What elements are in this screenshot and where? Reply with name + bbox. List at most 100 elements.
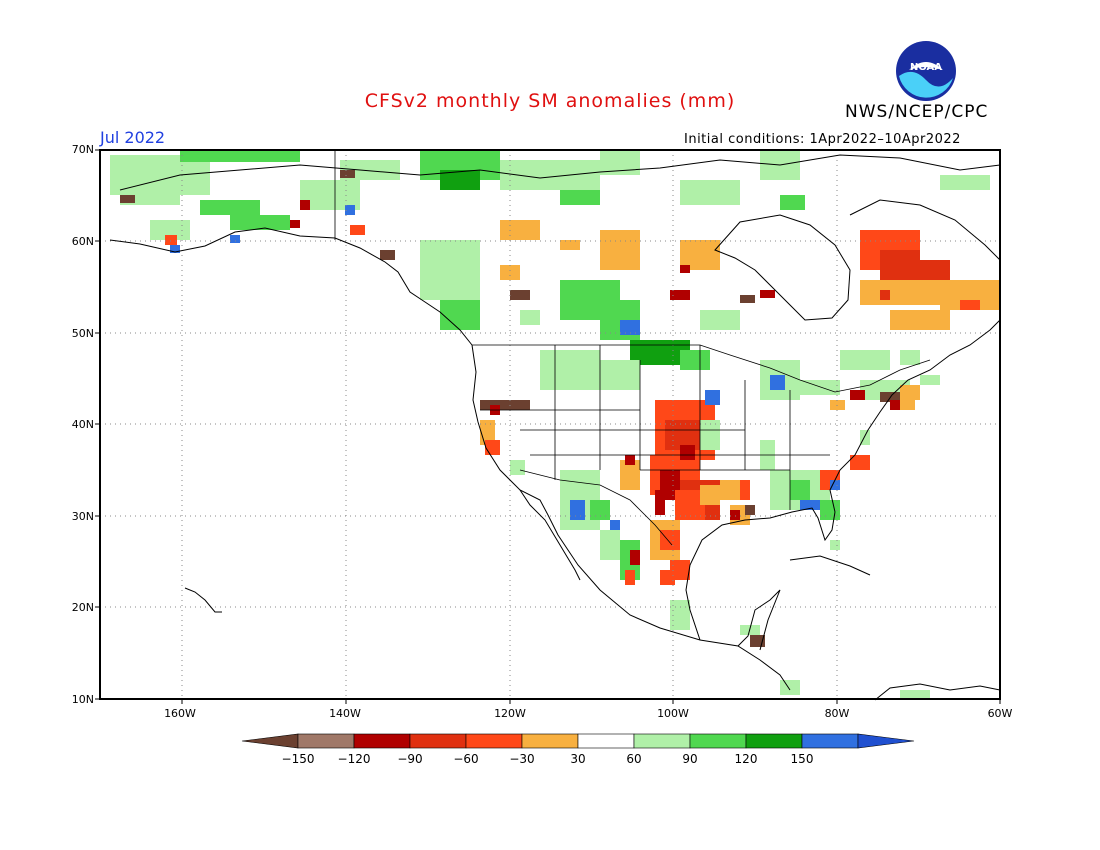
anomaly-cell (380, 250, 395, 260)
anomaly-cell (850, 390, 865, 400)
anomaly-cell (200, 200, 260, 215)
anomaly-cell (920, 260, 950, 280)
anomaly-cell (300, 200, 310, 210)
coastline-yucatan (737, 589, 781, 651)
colorbar-label: 120 (734, 752, 758, 766)
color-bar (241, 733, 915, 749)
anomaly-cell (840, 350, 890, 370)
anomaly-cell (230, 235, 240, 243)
anomaly-cell (740, 480, 750, 500)
anomaly-cell (345, 205, 355, 215)
colorbar-swatch (521, 733, 579, 749)
anomaly-cell (500, 265, 520, 280)
colorbar-right-arrow (857, 733, 915, 749)
colorbar-swatch (353, 733, 411, 749)
anomaly-cell (745, 505, 755, 515)
anomaly-cell (620, 460, 640, 490)
anomaly-cell (630, 550, 640, 565)
anomaly-cell (620, 320, 640, 335)
state-lines (480, 345, 830, 510)
anomaly-cell (655, 490, 665, 515)
colorbar-swatch (297, 733, 355, 749)
colorbar-swatch (745, 733, 803, 749)
anomaly-cell (290, 220, 300, 228)
lat-label-30n: 30N (71, 510, 94, 523)
anomaly-cell (940, 175, 990, 190)
coastline-hudson-bay (714, 214, 851, 321)
colorbar-swatch (633, 733, 691, 749)
lat-label-10n: 10N (71, 693, 94, 706)
colorbar-swatch (801, 733, 859, 749)
colorbar-label: −30 (509, 752, 535, 766)
colorbar-label: −150 (281, 752, 315, 766)
valid-month-label: Jul 2022 (100, 128, 166, 147)
colorbar-swatch (465, 733, 523, 749)
anomaly-cell (340, 170, 355, 178)
lon-label-60w: 60W (987, 707, 1013, 720)
lon-label-160w: 160W (164, 707, 196, 720)
noaa-logo-text: NOAA (910, 62, 942, 73)
anomaly-cell (590, 500, 610, 520)
colorbar-label: 90 (682, 752, 698, 766)
anomaly-cell (600, 230, 640, 270)
anomaly-cell (165, 235, 177, 245)
anomaly-cell (510, 290, 530, 300)
anomaly-cell (560, 190, 600, 205)
coastline-south-america (874, 683, 1001, 701)
anomaly-cell (740, 295, 755, 303)
agency-label: NWS/NCEP/CPC (845, 102, 989, 122)
anomaly-cell (480, 400, 530, 410)
anomaly-cell (900, 400, 915, 410)
coastline-baja (519, 489, 581, 581)
noaa-logo: NOAA (896, 41, 956, 101)
colorbar-swatch (689, 733, 747, 749)
anomaly-cell (350, 225, 365, 235)
anomaly-cell (890, 310, 950, 330)
anomaly-cell (680, 350, 710, 370)
anomaly-cell (770, 375, 785, 390)
anomaly-cell (560, 240, 580, 250)
anomaly-cell (830, 540, 840, 550)
anomaly-cell (720, 480, 740, 500)
anomaly-cell (600, 360, 640, 390)
colorbar-left-arrow (241, 733, 299, 749)
anomaly-cell (760, 290, 775, 298)
anomaly-cell (440, 300, 480, 330)
anomaly-cell (960, 300, 980, 310)
anomaly-cell (880, 250, 920, 280)
lon-label-140w: 140W (329, 707, 361, 720)
anomaly-cell (880, 290, 890, 300)
anomaly-cell (700, 485, 720, 505)
colorbar-label: −120 (337, 752, 371, 766)
anomaly-cell (860, 280, 940, 305)
map-title: CFSv2 monthly SM anomalies (mm) (364, 90, 736, 112)
colorbar-label: 60 (626, 752, 642, 766)
anomaly-cell (730, 510, 740, 520)
anomaly-cell (680, 180, 740, 205)
anomaly-cell (440, 170, 480, 190)
anomaly-cell (670, 290, 690, 300)
lon-label-100w: 100W (657, 707, 689, 720)
anomaly-cell (170, 245, 180, 253)
coastline-alaska (109, 227, 473, 346)
colorbar-swatch (577, 733, 635, 749)
coastline-arctic (119, 154, 1001, 191)
anomaly-cell (625, 455, 635, 465)
coastline-gulf-of-mexico (685, 507, 836, 641)
anomaly-cell (230, 215, 290, 230)
anomaly-cell (780, 195, 805, 210)
anomaly-cell (420, 240, 480, 300)
anomaly-cell (510, 460, 525, 475)
anomaly-cell (680, 445, 695, 460)
lat-label-20n: 20N (71, 601, 94, 614)
anomaly-cell (800, 500, 820, 510)
anomaly-cell (700, 310, 740, 330)
colorbar-label: 30 (570, 752, 586, 766)
anomaly-cell (660, 570, 675, 585)
border-us-mexico (519, 469, 673, 546)
coastlines (109, 154, 1001, 701)
axis-ticks (95, 149, 1001, 704)
lat-label-60n: 60N (71, 235, 94, 248)
lat-label-50n: 50N (71, 327, 94, 340)
lon-label-120w: 120W (494, 707, 526, 720)
